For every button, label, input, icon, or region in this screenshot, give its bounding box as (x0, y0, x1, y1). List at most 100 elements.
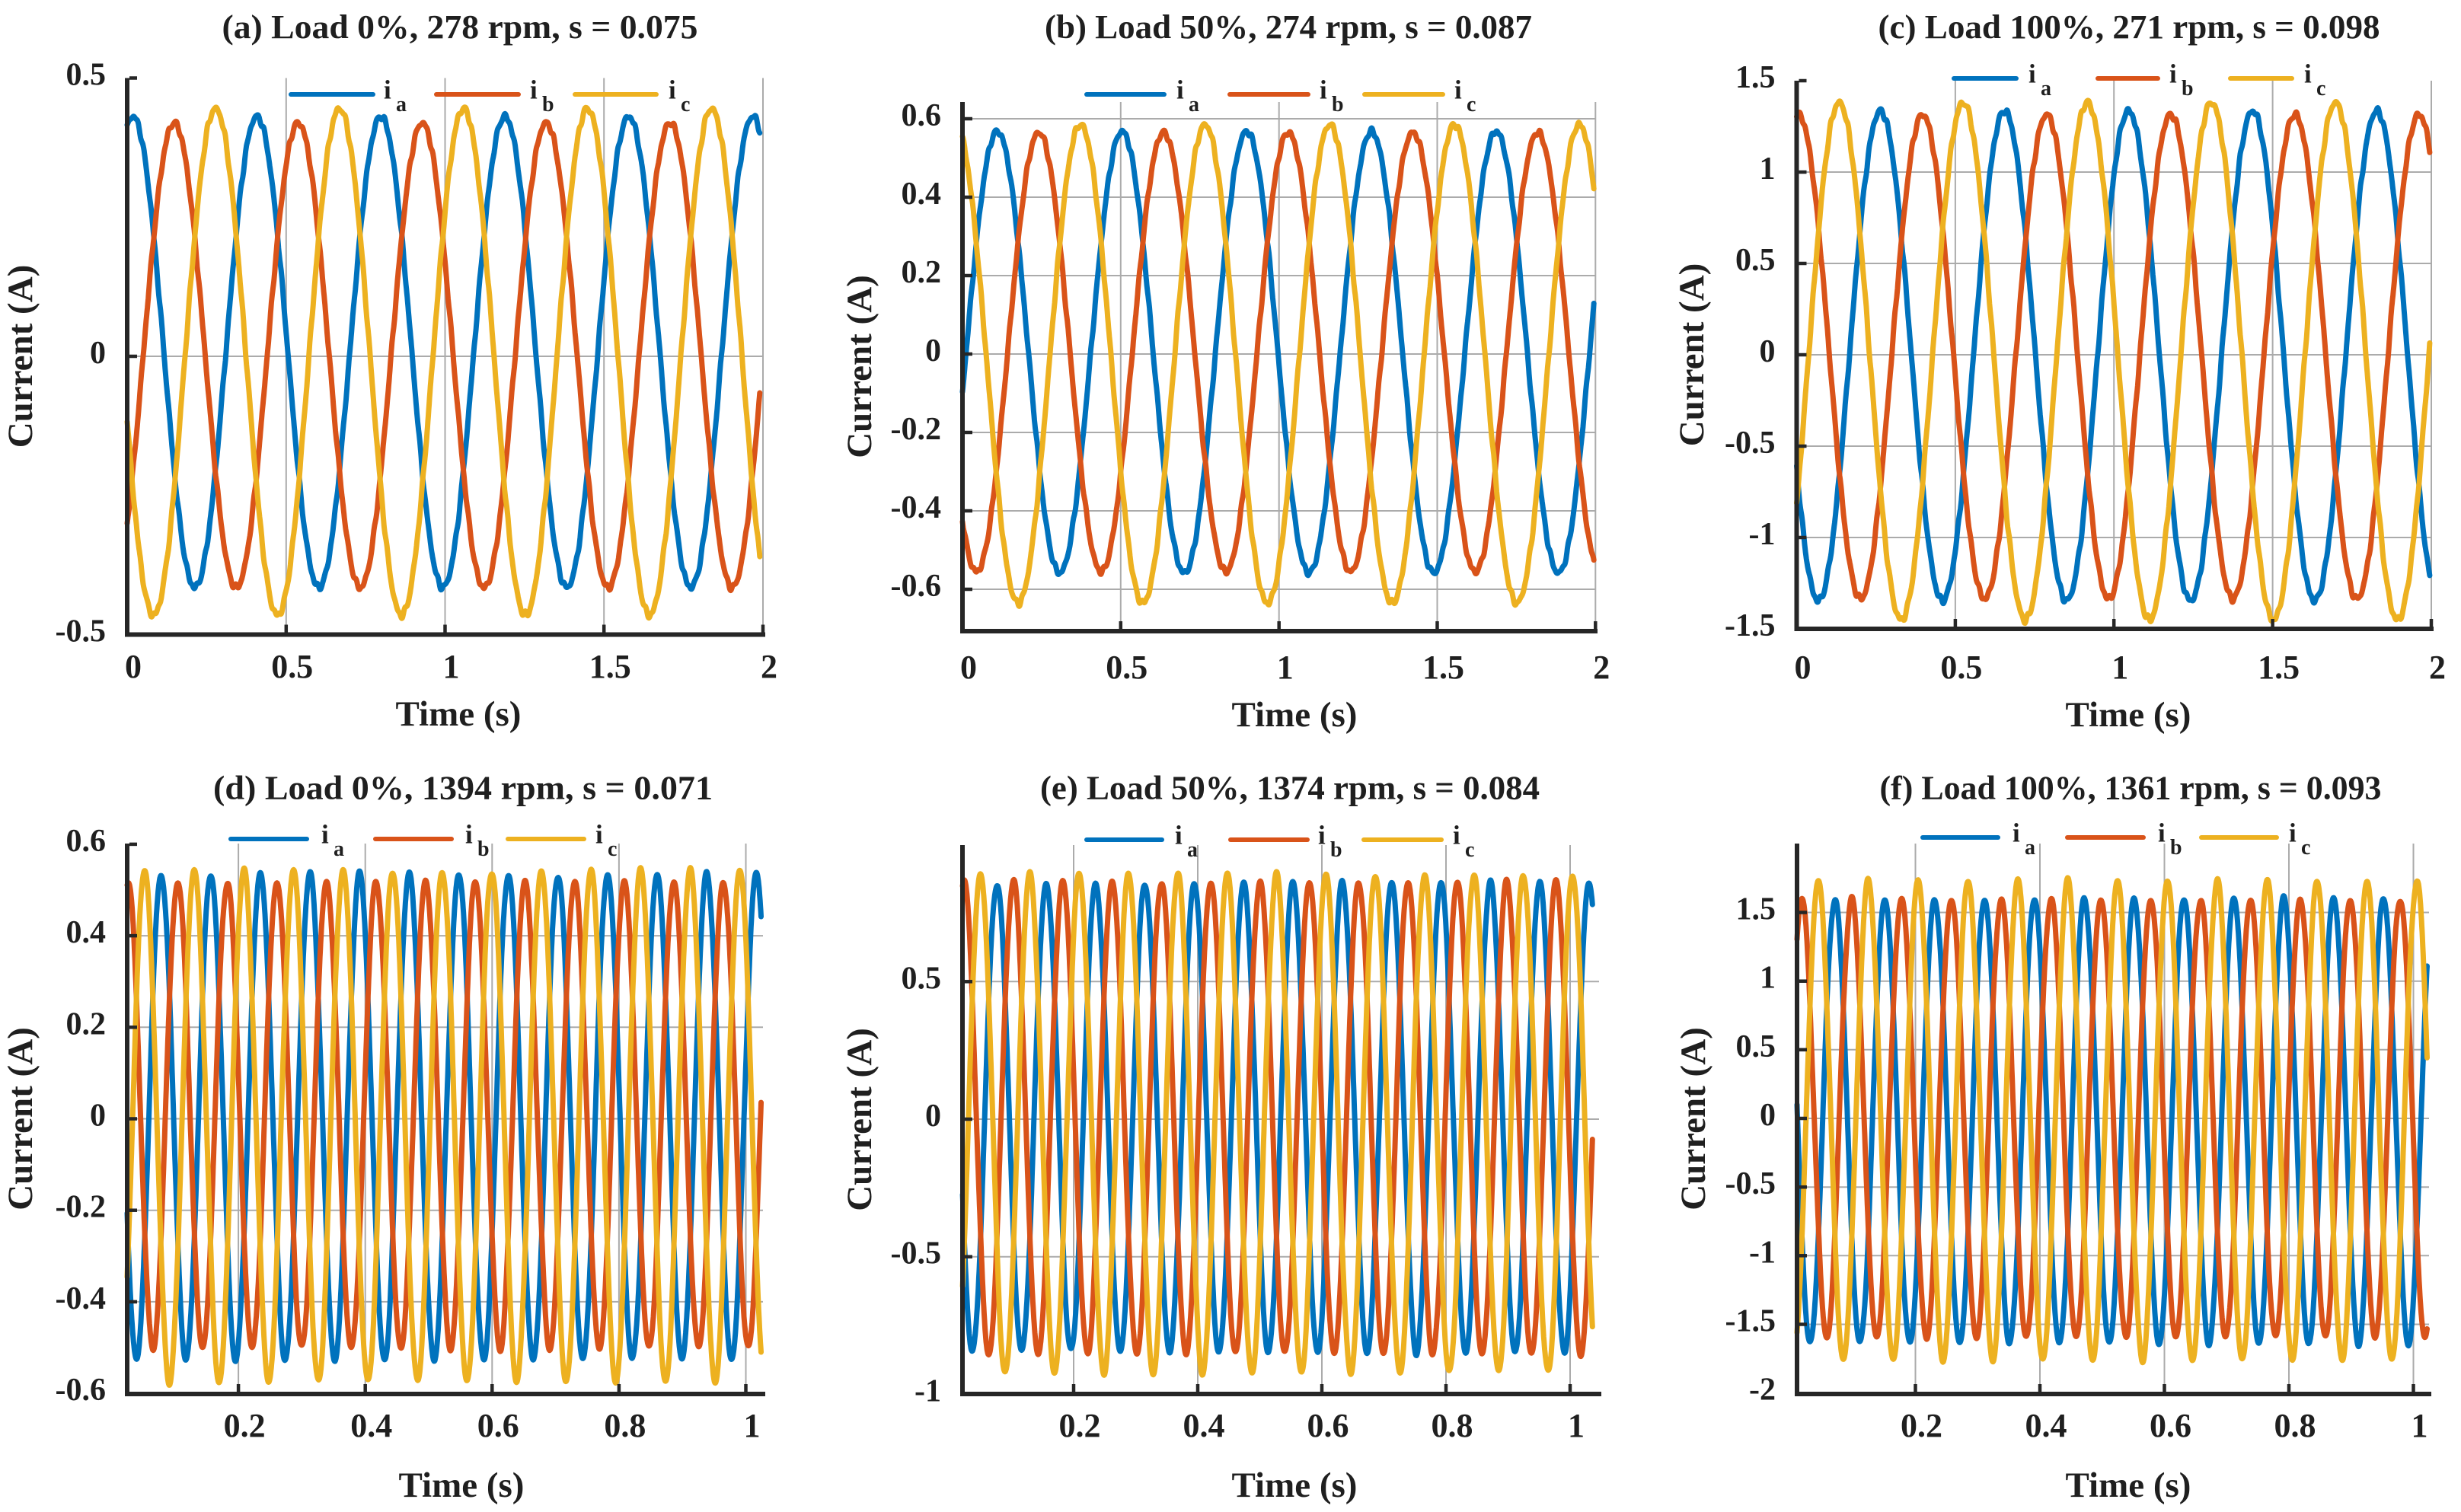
svg-text:1.5: 1.5 (1735, 60, 1776, 95)
svg-text:-0.2: -0.2 (891, 412, 942, 447)
svg-text:Current (A): Current (A) (840, 1028, 879, 1211)
svg-text:0.8: 0.8 (2274, 1407, 2316, 1444)
svg-text:0.2: 0.2 (1059, 1407, 1101, 1444)
svg-text:i: i (2304, 59, 2312, 89)
svg-text:i: i (384, 75, 391, 105)
svg-text:(f) Load 100%, 1361 rpm, s = 0: (f) Load 100%, 1361 rpm, s = 0.093 (1880, 770, 2382, 807)
svg-text:c: c (681, 93, 690, 116)
svg-text:1.5: 1.5 (2258, 649, 2300, 686)
svg-text:1.5: 1.5 (1736, 892, 1776, 927)
svg-text:1: 1 (1568, 1407, 1585, 1444)
svg-text:-0.4: -0.4 (891, 490, 942, 525)
svg-text:c: c (2301, 836, 2310, 860)
svg-text:0.2: 0.2 (224, 1407, 266, 1444)
svg-text:0.6: 0.6 (902, 98, 942, 133)
svg-text:0.8: 0.8 (604, 1407, 646, 1444)
svg-text:0.5: 0.5 (1735, 243, 1776, 278)
svg-text:(e) Load 50%, 1374 rpm, s = 0.: (e) Load 50%, 1374 rpm, s = 0.084 (1040, 770, 1540, 807)
svg-text:-1: -1 (1749, 517, 1776, 552)
svg-text:a: a (1189, 93, 1199, 116)
svg-text:Time (s): Time (s) (1232, 1466, 1358, 1505)
svg-text:Current (A): Current (A) (1, 1027, 40, 1211)
svg-text:0: 0 (960, 649, 977, 686)
svg-text:Current (A): Current (A) (1674, 1027, 1713, 1211)
svg-text:0.4: 0.4 (1183, 1407, 1225, 1444)
svg-text:0.5: 0.5 (902, 961, 942, 996)
svg-text:-1: -1 (914, 1373, 941, 1408)
svg-text:1: 1 (1277, 649, 1294, 686)
svg-text:b: b (1332, 93, 1344, 116)
svg-text:c: c (2316, 77, 2325, 100)
svg-text:a: a (334, 837, 344, 861)
svg-text:i: i (321, 820, 329, 850)
svg-text:1: 1 (443, 648, 460, 685)
svg-text:0.4: 0.4 (902, 177, 942, 212)
svg-text:-0.5: -0.5 (56, 614, 107, 649)
svg-text:-1.5: -1.5 (1725, 1304, 1776, 1339)
svg-text:i: i (2169, 59, 2177, 89)
svg-text:i: i (1453, 821, 1460, 850)
svg-text:c: c (1465, 838, 1474, 862)
svg-text:i: i (2289, 818, 2297, 848)
svg-text:0.2: 0.2 (66, 1006, 107, 1041)
svg-text:1.5: 1.5 (589, 648, 631, 685)
svg-text:i: i (1320, 75, 1327, 105)
svg-text:i: i (1318, 821, 1326, 850)
svg-text:c: c (1467, 93, 1476, 116)
svg-text:-0.5: -0.5 (1725, 426, 1776, 461)
svg-text:b: b (542, 93, 554, 116)
svg-text:-0.6: -0.6 (891, 569, 942, 604)
svg-text:i: i (2158, 818, 2166, 848)
svg-text:2: 2 (1593, 649, 1610, 686)
svg-text:0: 0 (125, 648, 142, 685)
svg-text:Time (s): Time (s) (2066, 695, 2191, 735)
svg-text:b: b (2182, 77, 2194, 100)
svg-text:(c) Load 100%, 271 rpm, s = 0.: (c) Load 100%, 271 rpm, s = 0.098 (1878, 8, 2380, 46)
svg-text:1: 1 (1760, 152, 1776, 187)
svg-text:i: i (669, 75, 676, 105)
svg-text:0: 0 (90, 336, 106, 371)
svg-text:-0.6: -0.6 (56, 1373, 107, 1408)
svg-text:-0.2: -0.2 (56, 1190, 107, 1225)
svg-text:-0.5: -0.5 (891, 1236, 942, 1271)
svg-text:i: i (2013, 818, 2020, 848)
svg-text:Time (s): Time (s) (399, 1466, 525, 1505)
svg-text:0.6: 0.6 (1307, 1407, 1349, 1444)
svg-text:1: 1 (2111, 649, 2128, 686)
svg-text:2: 2 (761, 648, 777, 685)
svg-text:Time (s): Time (s) (1232, 695, 1358, 735)
svg-text:1: 1 (1760, 961, 1776, 996)
svg-text:Time (s): Time (s) (396, 694, 522, 734)
svg-text:-0.5: -0.5 (1725, 1166, 1776, 1201)
svg-text:a: a (396, 93, 407, 116)
svg-text:0.8: 0.8 (1432, 1407, 1473, 1444)
svg-text:Current (A): Current (A) (1, 265, 40, 448)
svg-text:0: 0 (925, 1099, 941, 1134)
svg-text:0: 0 (90, 1099, 106, 1134)
svg-text:1.5: 1.5 (1422, 649, 1464, 686)
svg-text:0.6: 0.6 (66, 824, 107, 859)
svg-text:b: b (477, 837, 490, 861)
svg-text:i: i (1176, 75, 1184, 105)
svg-text:i: i (1175, 821, 1183, 850)
svg-text:-2: -2 (1749, 1373, 1776, 1408)
svg-text:Current (A): Current (A) (840, 275, 879, 458)
svg-text:i: i (465, 820, 473, 850)
svg-text:0.6: 0.6 (477, 1407, 519, 1444)
svg-text:-1: -1 (1749, 1235, 1776, 1270)
svg-text:(a) Load 0%, 278 rpm, s = 0.07: (a) Load 0%, 278 rpm, s = 0.075 (222, 8, 698, 46)
svg-text:(b) Load 50%, 274 rpm, s = 0.0: (b) Load 50%, 274 rpm, s = 0.087 (1045, 8, 1532, 46)
svg-text:0: 0 (925, 333, 941, 368)
svg-text:0.4: 0.4 (66, 915, 107, 950)
svg-text:0.4: 0.4 (2025, 1407, 2067, 1444)
svg-text:Current (A): Current (A) (1672, 263, 1712, 447)
svg-text:c: c (608, 837, 617, 861)
svg-text:0.2: 0.2 (1901, 1407, 1942, 1444)
svg-text:0: 0 (1760, 1098, 1776, 1133)
svg-text:0.5: 0.5 (1736, 1029, 1776, 1064)
svg-text:Time (s): Time (s) (2066, 1466, 2191, 1505)
svg-text:b: b (2170, 836, 2182, 860)
svg-text:a: a (2025, 836, 2035, 860)
svg-text:b: b (1330, 838, 1342, 862)
svg-text:i: i (530, 75, 538, 105)
